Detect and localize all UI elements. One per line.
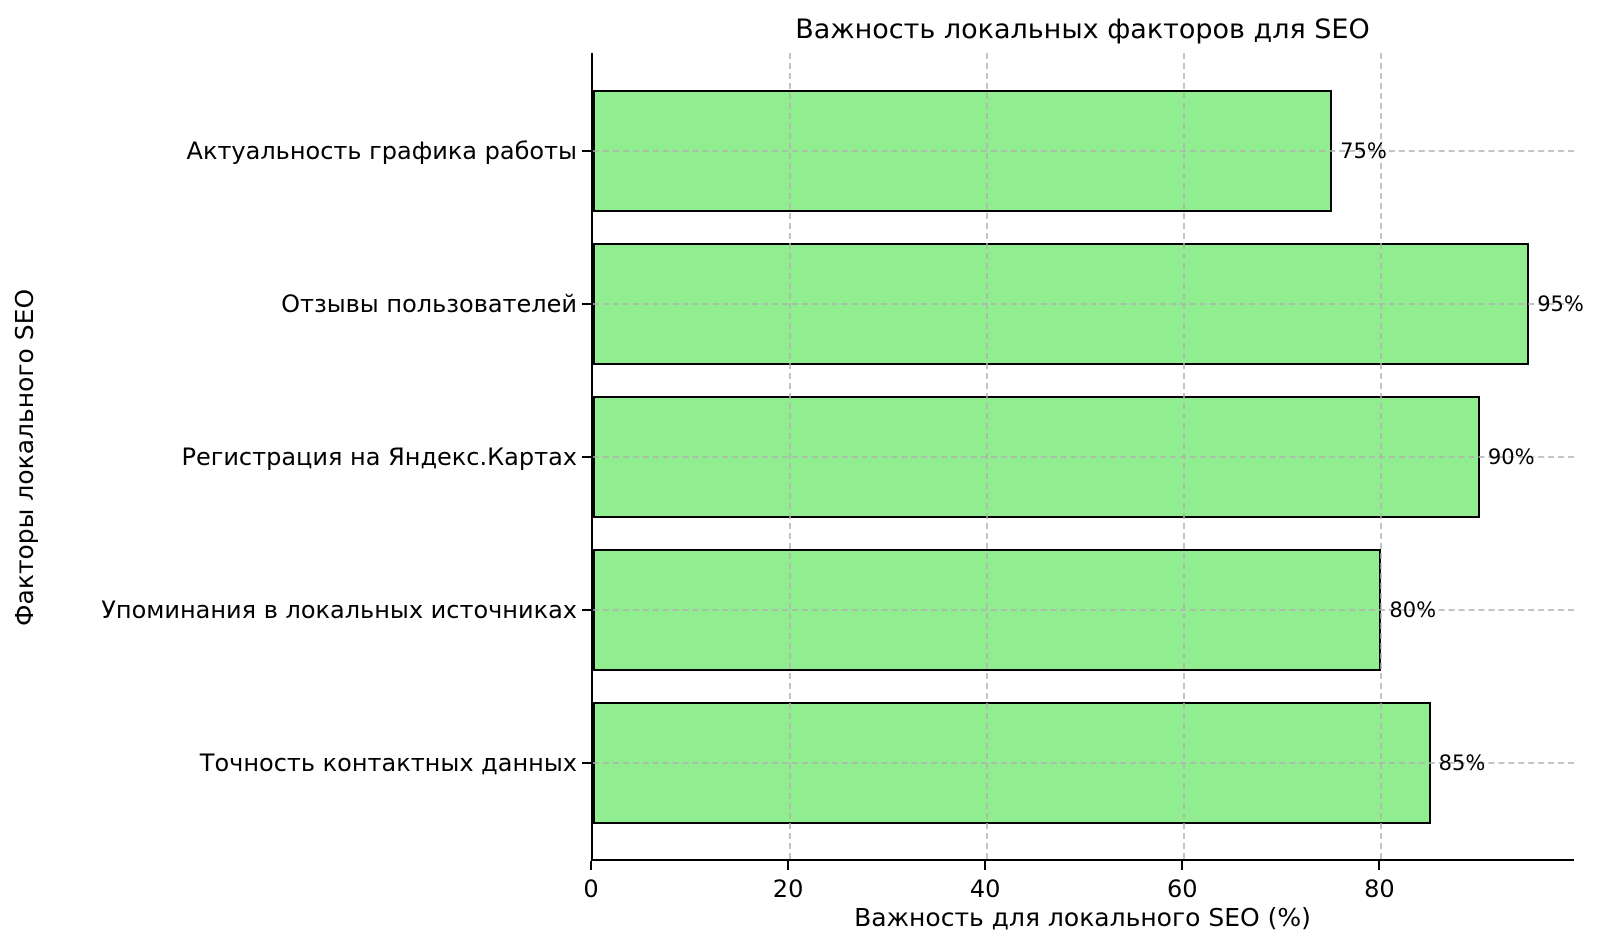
gridline-horizontal [593,609,1574,612]
gridline-horizontal [593,456,1574,458]
x-tick-mark [1181,861,1184,870]
y-tick-mark [582,762,591,765]
x-tick-mark [787,861,790,870]
value-label: 90% [1487,445,1535,469]
gridline-horizontal [593,149,1574,152]
x-tick-label: 60 [1166,875,1198,903]
value-label: 80% [1389,598,1437,623]
chart-title: Важность локальных факторов для SEO [795,14,1370,45]
x-tick-mark [590,861,592,870]
x-tick-label: 0 [583,875,599,903]
category-label: Точность контактных данных [199,749,577,778]
x-axis-label: Важность для локального SEO (%) [854,903,1311,932]
x-tick-mark [984,861,987,870]
y-tick-mark [582,149,591,152]
value-label: 75% [1340,138,1387,163]
gridline-horizontal [593,302,1574,305]
category-label: Актуальность графика работы [186,136,577,165]
y-tick-mark [582,456,591,458]
plot-area: 75% 95% 90% 80% 85% [591,53,1584,861]
value-label: 85% [1438,751,1486,776]
y-tick-mark [582,302,591,305]
y-tick-mark [582,609,591,612]
x-tick-label: 40 [969,875,1001,903]
x-tick-label: 80 [1364,875,1395,903]
category-label: Упоминания в локальных источниках [101,596,577,625]
x-tick-label: 20 [772,875,804,903]
value-label: 95% [1537,291,1584,316]
category-label: Отзывы пользователей [281,289,577,318]
category-label: Регистрация на Яндекс.Картах [181,443,577,471]
x-tick-mark [1378,861,1381,870]
gridline-horizontal [593,762,1574,765]
